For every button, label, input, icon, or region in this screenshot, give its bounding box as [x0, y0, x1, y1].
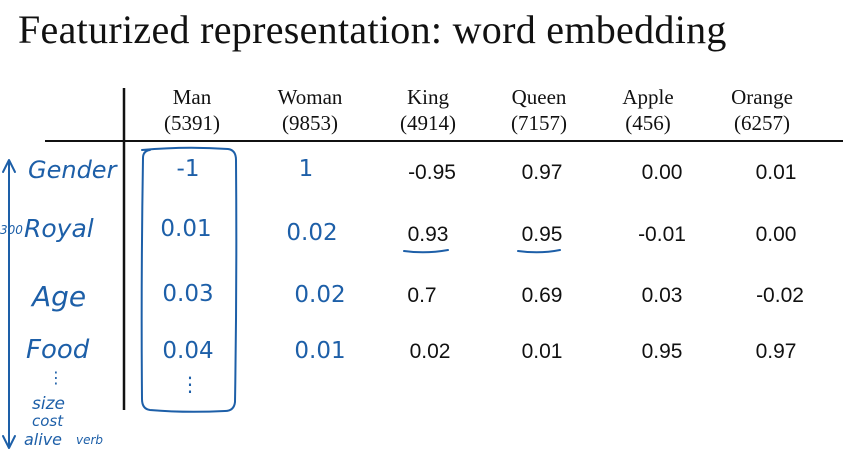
column-header-apple: Apple (456)	[593, 84, 703, 136]
column-index: (7157)	[511, 111, 567, 135]
cell-apple-age: 0.03	[641, 284, 683, 307]
dimension-arrow-up-head	[2, 159, 16, 173]
column-word: Queen	[511, 85, 567, 109]
column-header-king: King (4914)	[373, 84, 483, 136]
cell-queen-age: 0.69	[521, 284, 563, 307]
column-index: (4914)	[400, 111, 456, 135]
cell-queen-royal: 0.95	[521, 223, 563, 246]
column-index: (6257)	[734, 111, 790, 135]
cell-orange-food: 0.97	[755, 340, 797, 363]
column-word: Orange	[731, 85, 793, 109]
king-royal-underline	[403, 249, 449, 254]
cell-queen-gender: 0.97	[521, 161, 563, 184]
cell-king-food: 0.02	[409, 340, 451, 363]
dimension-count-label: 300	[0, 223, 23, 237]
cell-queen-food: 0.01	[521, 340, 563, 363]
cell-woman-age: 0.02	[294, 282, 346, 308]
cell-man-age: 0.03	[162, 281, 214, 307]
row-label-gender: Gender	[28, 156, 117, 184]
slide-title: Featurized representation: word embeddin…	[18, 7, 727, 52]
extra-feature-alive: alive	[24, 430, 63, 449]
cell-orange-gender: 0.01	[755, 161, 797, 184]
cell-man-food: 0.04	[162, 338, 214, 364]
cell-woman-food: 0.01	[294, 338, 346, 364]
dimension-arrow-down-head	[2, 435, 16, 449]
cell-king-royal: 0.93	[407, 223, 449, 246]
extra-feature-cost: cost	[32, 412, 64, 430]
column-header-orange: Orange (6257)	[707, 84, 817, 136]
column-header-man: Man (5391)	[137, 84, 247, 136]
column-index: (5391)	[164, 111, 220, 135]
column-word: Man	[172, 85, 212, 109]
row-label-royal: Royal	[24, 214, 94, 243]
column-word: King	[407, 85, 449, 109]
cell-apple-royal: -0.01	[638, 223, 686, 246]
cell-woman-gender: 1	[298, 156, 314, 182]
cell-man-gender: -1	[176, 156, 200, 182]
cell-king-gender: -0.95	[408, 161, 456, 184]
cell-apple-gender: 0.00	[641, 161, 683, 184]
cell-apple-food: 0.95	[641, 340, 683, 363]
row-label-age: Age	[32, 280, 87, 313]
cell-woman-royal: 0.02	[286, 220, 338, 246]
cell-orange-age: -0.02	[756, 284, 804, 307]
column-header-woman: Woman (9853)	[255, 84, 365, 136]
column-index: (456)	[625, 111, 671, 135]
man-column-box	[140, 146, 238, 413]
row-label-food: Food	[26, 335, 90, 365]
column-word: Apple	[622, 85, 674, 109]
extra-feature-verb: verb	[76, 433, 104, 447]
column-ellipsis: ⋮	[180, 372, 200, 396]
column-header-queen: Queen (7157)	[484, 84, 594, 136]
cell-king-age: 0.7	[407, 284, 437, 307]
extra-feature-size: size	[32, 394, 65, 414]
column-word: Woman	[277, 85, 343, 109]
column-index: (9853)	[282, 111, 338, 135]
cell-orange-royal: 0.00	[755, 223, 797, 246]
rows-ellipsis: ⋮	[48, 368, 64, 387]
cell-man-royal: 0.01	[160, 216, 212, 242]
queen-royal-underline	[517, 249, 561, 254]
